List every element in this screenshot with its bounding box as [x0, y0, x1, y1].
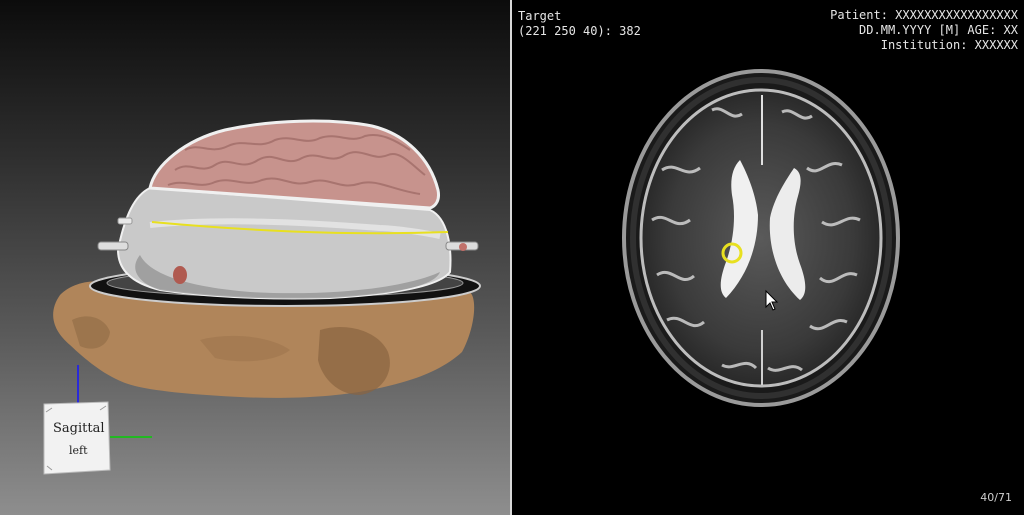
patient-info: Patient: XXXXXXXXXXXXXXXXX DD.MM.YYYY [M…	[830, 8, 1018, 53]
cube-sub-label: left	[69, 444, 88, 457]
orientation-cube-icon[interactable]: Sagittal left	[43, 365, 152, 475]
skin-shadow-2	[72, 316, 110, 349]
3d-scene[interactable]: Sagittal left	[0, 0, 510, 515]
skull-ring	[630, 77, 892, 399]
target-marker-icon[interactable]	[721, 242, 743, 264]
helmet-highlight	[149, 218, 441, 239]
skin-shadow-3	[200, 335, 290, 362]
target-title: Target	[518, 9, 562, 23]
pin-upper	[117, 217, 133, 225]
left-lateral-ventricle	[720, 160, 758, 298]
right-lateral-ventricle	[769, 168, 806, 300]
cube-face-label: Sagittal	[53, 421, 105, 436]
skin-shadow-1	[318, 326, 390, 395]
2d-slice-pane[interactable]: Target (221 250 40): 382 Patient: XXXXXX…	[512, 0, 1024, 515]
target-info: Target (221 250 40): 382	[518, 9, 641, 39]
mouse-cursor-icon	[765, 289, 779, 311]
date-age-line: DD.MM.YYYY [M] AGE: XX	[859, 23, 1018, 37]
pin-tip-red-2	[459, 243, 467, 251]
brain-cortex	[148, 119, 440, 210]
cortical-sulci	[651, 107, 861, 372]
equator-line	[151, 221, 449, 235]
pin-left	[97, 241, 129, 251]
cube-face-texture	[45, 405, 107, 471]
patient-line: Patient: XXXXXXXXXXXXXXXXX	[830, 8, 1018, 22]
cube-face	[43, 401, 111, 475]
mri-axial-slice[interactable]	[512, 0, 1024, 515]
brain-gyri	[167, 134, 426, 195]
target-value: (221 250 40): 382	[518, 24, 641, 38]
slice-counter: 40/71	[980, 491, 1012, 504]
helmet-shading	[135, 255, 440, 299]
brain-tissue	[639, 88, 883, 388]
pin-tip-red	[173, 266, 187, 284]
3d-view-pane[interactable]: Sagittal left	[0, 0, 510, 515]
institution-line: Institution: XXXXXX	[880, 38, 1018, 52]
pane-divider[interactable]	[510, 0, 512, 515]
